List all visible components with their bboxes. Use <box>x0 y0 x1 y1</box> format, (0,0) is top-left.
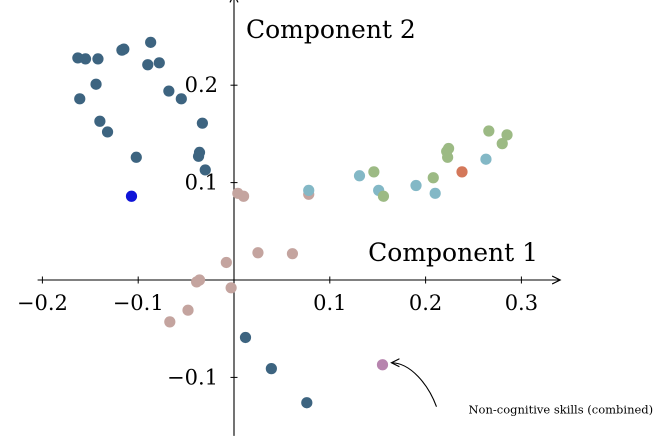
data-point <box>410 179 422 192</box>
data-point <box>153 57 165 69</box>
axes <box>37 0 561 436</box>
x-tick-label: −0.1 <box>113 291 164 315</box>
data-point <box>192 150 205 162</box>
annotation-label: Non-cognitive skills (combined) <box>468 403 653 417</box>
x-axis-title: Component 1 <box>368 238 538 267</box>
data-point <box>480 153 492 165</box>
data-point <box>130 151 142 163</box>
data-point <box>427 172 439 184</box>
x-tick-label: −0.2 <box>17 291 68 315</box>
data-point <box>94 115 106 127</box>
x-tick-label: 0.3 <box>505 291 538 315</box>
data-point <box>118 43 130 55</box>
data-point <box>239 331 252 344</box>
data-point <box>429 187 441 199</box>
data-point <box>501 129 513 141</box>
data-point <box>376 359 389 371</box>
data-point <box>368 166 380 178</box>
data-point <box>353 170 366 182</box>
data-point <box>220 256 232 269</box>
data-points <box>72 36 513 409</box>
axis-ticks: −0.2 −0.1 0.1 0.2 0.3 −0.1 0.1 0.2 <box>17 73 538 389</box>
data-point <box>196 117 208 129</box>
data-point <box>175 93 187 105</box>
axis-titles: Component 2 Component 1 <box>246 15 538 267</box>
y-tick-label: 0.1 <box>185 171 218 195</box>
data-point <box>265 363 277 375</box>
data-point <box>92 53 104 65</box>
data-point <box>483 125 495 137</box>
data-point <box>182 304 194 316</box>
data-point <box>286 248 299 260</box>
annotation-arrow <box>391 363 438 407</box>
data-point <box>164 316 176 328</box>
data-point <box>191 276 203 288</box>
data-point <box>145 36 157 48</box>
data-point <box>199 164 211 176</box>
x-tick-label: 0.1 <box>313 291 346 315</box>
data-point <box>163 85 175 97</box>
data-point <box>456 166 468 178</box>
data-point <box>79 53 92 65</box>
data-point <box>301 397 313 409</box>
y-tick-label: −0.1 <box>167 365 218 389</box>
y-tick-label: 0.2 <box>185 73 218 97</box>
data-point <box>225 282 237 294</box>
data-point <box>237 190 250 202</box>
data-point <box>90 78 102 90</box>
data-point <box>303 184 315 196</box>
data-point <box>142 59 154 71</box>
data-point <box>125 190 138 202</box>
data-point <box>496 138 508 150</box>
x-tick-label: 0.2 <box>409 291 442 315</box>
y-axis-title: Component 2 <box>246 15 416 44</box>
data-point <box>442 142 455 155</box>
data-point <box>377 190 390 202</box>
data-point <box>442 151 454 163</box>
data-point <box>252 247 264 259</box>
data-point <box>74 93 86 105</box>
data-point <box>101 126 114 138</box>
annotations: Non-cognitive skills (combined) <box>391 363 653 417</box>
